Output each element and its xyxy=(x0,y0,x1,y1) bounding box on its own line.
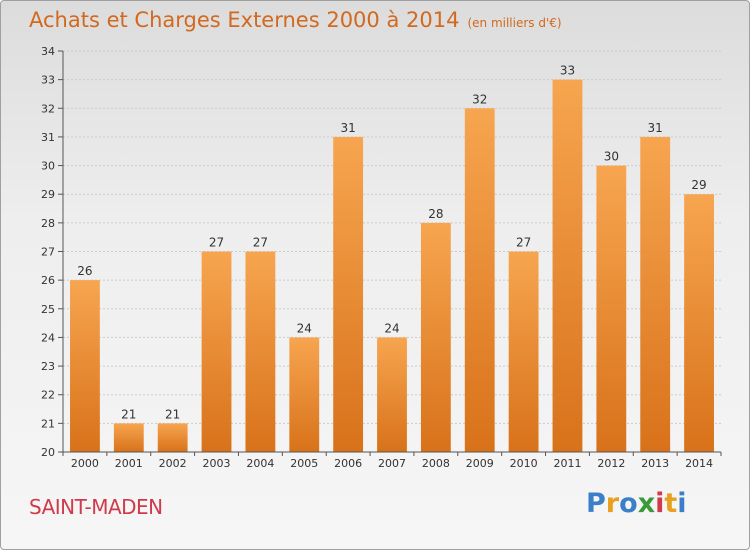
chart-subtitle: (en milliers d'€) xyxy=(467,16,562,30)
data-label-2000: 26 xyxy=(77,264,92,278)
bar-2009 xyxy=(464,108,495,453)
bar-2014 xyxy=(684,194,714,452)
data-label-2014: 29 xyxy=(691,178,706,192)
bar-2002 xyxy=(157,423,188,452)
data-label-2013: 31 xyxy=(648,121,663,135)
axes xyxy=(58,50,722,456)
bar-2001 xyxy=(113,423,144,452)
data-label-2005: 24 xyxy=(297,321,312,335)
proxiti-logo: Proxiti xyxy=(586,488,687,519)
bar-2006 xyxy=(333,136,364,452)
data-label-2003: 27 xyxy=(209,236,224,250)
x-tick-label-2005: 2005 xyxy=(290,457,318,470)
data-label-2008: 28 xyxy=(428,207,443,221)
x-tick-label-2003: 2003 xyxy=(203,457,231,470)
bar-2010 xyxy=(508,251,539,452)
y-tick-label: 22 xyxy=(41,389,55,402)
x-tick-label-2006: 2006 xyxy=(334,457,362,470)
y-tick-label: 20 xyxy=(41,446,55,459)
logo-letter: i xyxy=(655,488,665,519)
y-tick-label: 25 xyxy=(41,303,55,316)
x-tick-label-2002: 2002 xyxy=(159,457,187,470)
x-tick-label-2004: 2004 xyxy=(246,457,274,470)
logo-letter: P xyxy=(586,488,606,519)
city-name: SAINT-MADEN xyxy=(29,495,163,519)
data-label-2002: 21 xyxy=(165,407,180,421)
y-tick-label: 30 xyxy=(41,160,55,173)
y-tick-label: 29 xyxy=(41,188,55,201)
data-label-2011: 33 xyxy=(560,64,575,78)
y-tick-label: 32 xyxy=(41,102,55,115)
logo-letter: t xyxy=(664,488,678,519)
y-tick-label: 24 xyxy=(41,331,55,344)
logo-letter: x xyxy=(637,488,656,519)
chart-title: Achats et Charges Externes 2000 à 2014 (e… xyxy=(29,8,562,32)
data-label-2006: 31 xyxy=(340,121,355,135)
bar-2004 xyxy=(245,251,276,452)
x-tick-label-2013: 2013 xyxy=(641,457,669,470)
y-tick-label: 26 xyxy=(41,274,55,287)
labels: 20 21 22 23 24 25 26 27 28 29 30 31 32 33 34 26 2000 21 20… xyxy=(41,45,713,470)
y-tick-label: 33 xyxy=(41,74,55,87)
x-tick-label-2007: 2007 xyxy=(378,457,406,470)
bar-2005 xyxy=(289,337,320,452)
data-label-2004: 27 xyxy=(253,236,268,250)
x-tick-label-2011: 2011 xyxy=(553,457,581,470)
chart-title-text: Achats et Charges Externes 2000 à 2014 xyxy=(29,8,460,32)
bar-2007 xyxy=(377,337,407,452)
bar-2013 xyxy=(640,136,671,452)
logo-letter: i xyxy=(677,488,687,519)
y-tick-label: 27 xyxy=(41,246,55,259)
data-label-2007: 24 xyxy=(384,321,399,335)
y-tick-label: 34 xyxy=(41,45,55,58)
x-tick-label-2000: 2000 xyxy=(71,457,99,470)
x-tick-label-2009: 2009 xyxy=(466,457,494,470)
x-tick-label-2014: 2014 xyxy=(685,457,713,470)
bar-2011 xyxy=(552,79,583,453)
bar-2012 xyxy=(596,165,627,453)
x-tick-label-2012: 2012 xyxy=(597,457,625,470)
bars xyxy=(70,79,714,453)
logo-letter: o xyxy=(619,488,638,519)
bar-2003 xyxy=(201,251,232,452)
y-tick-label: 28 xyxy=(41,217,55,230)
x-tick-label-2008: 2008 xyxy=(422,457,450,470)
data-label-2009: 32 xyxy=(472,92,487,106)
data-label-2001: 21 xyxy=(121,407,136,421)
data-label-2012: 30 xyxy=(604,150,619,164)
logo-letter: r xyxy=(605,488,620,519)
y-tick-label: 23 xyxy=(41,360,55,373)
y-tick-label: 21 xyxy=(41,417,55,430)
bar-2008 xyxy=(420,222,451,452)
x-tick-label-2001: 2001 xyxy=(115,457,143,470)
bar-2000 xyxy=(70,280,100,452)
x-tick-label-2010: 2010 xyxy=(510,457,538,470)
y-tick-label: 31 xyxy=(41,131,55,144)
data-label-2010: 27 xyxy=(516,236,531,250)
